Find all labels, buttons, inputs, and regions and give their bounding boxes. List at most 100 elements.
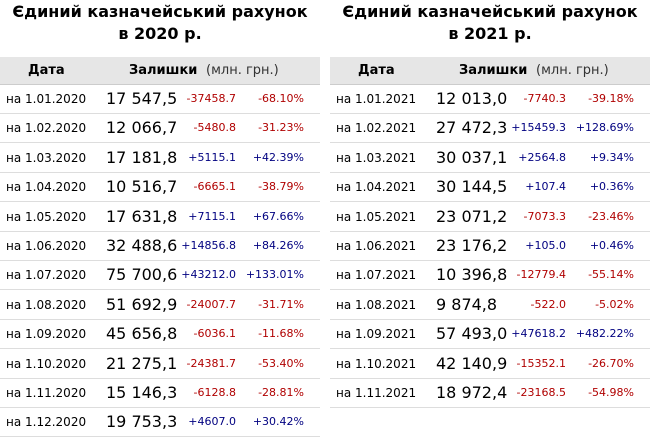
- change-cell: -6036.1: [193, 327, 236, 341]
- balance-cell: 23 176,2: [436, 236, 508, 255]
- table-row: на 1.11.2021 18 972,4 -23168.5 -54.98%: [330, 378, 650, 408]
- table-row: на 1.08.2021 9 874,8 -522.0 -5.02%: [330, 290, 650, 320]
- table-row: на 1.01.2021 12 013,0 -7740.3 -39.18%: [330, 84, 650, 114]
- percent-cell: +482.22%: [575, 327, 634, 341]
- percent-cell: -5.02%: [595, 297, 634, 311]
- header-unit: (млн. грн.): [206, 63, 279, 78]
- balance-cell: 21 275,1: [106, 353, 178, 373]
- change-cell: -5480.8: [193, 121, 236, 135]
- change-cell: -24007.7: [186, 297, 236, 311]
- balance-cell: 32 488,6: [106, 236, 178, 255]
- change-cell: +2564.8: [518, 150, 566, 164]
- percent-cell: +42.39%: [252, 150, 304, 164]
- table-row: на 1.06.2021 23 176,2 +105.0 +0.46%: [330, 231, 650, 261]
- change-cell: -37458.7: [186, 92, 236, 105]
- date-cell: на 1.11.2020: [6, 386, 87, 400]
- table-row: на 1.06.2020 32 488,6 +14856.8 +84.26%: [0, 231, 320, 261]
- change-cell: +15459.3: [511, 121, 566, 135]
- balance-cell: 10 396,8: [436, 265, 508, 285]
- percent-cell: +84.26%: [252, 239, 304, 252]
- balance-cell: 12 013,0: [436, 89, 508, 108]
- table-title: в 2020 р.: [118, 24, 202, 43]
- percent-cell: -11.68%: [258, 327, 304, 341]
- balance-cell: 9 874,8: [436, 294, 498, 314]
- date-cell: на 1.11.2021: [336, 386, 417, 400]
- balance-cell: 45 656,8: [106, 324, 178, 344]
- table-row: на 1.10.2021 42 140,9 -15352.1 -26.70%: [330, 349, 650, 379]
- percent-cell: -55.14%: [588, 268, 634, 282]
- balance-cell: 75 700,6: [106, 265, 178, 285]
- table-row: на 1.05.2020 17 631,8 +7115.1 +67.66%: [0, 202, 320, 232]
- table-row: на 1.04.2020 10 516,7 -6665.1 -38.79%: [0, 172, 320, 203]
- balance-cell: 17 181,8: [106, 147, 178, 167]
- table-row: на 1.09.2021 57 493,0 +47618.2 +482.22%: [330, 319, 650, 350]
- balance-cell: 27 472,3: [436, 118, 508, 138]
- change-cell: -12779.4: [516, 268, 566, 282]
- table-row: на 1.11.2020 15 146,3 -6128.8 -28.81%: [0, 378, 320, 408]
- table-row: на 1.07.2021 10 396,8 -12779.4 -55.14%: [330, 260, 650, 291]
- percent-cell: +0.46%: [589, 239, 634, 252]
- change-cell: -7740.3: [523, 92, 566, 105]
- change-cell: +105.0: [525, 239, 566, 252]
- date-cell: на 1.06.2021: [336, 239, 417, 253]
- date-cell: на 1.09.2021: [336, 327, 417, 342]
- table-row: на 1.12.2020 19 753,3 +4607.0 +30.42%: [0, 407, 320, 437]
- percent-cell: +30.42%: [252, 415, 304, 429]
- table: Єдиний казначейський рахунок в 2021 р. Дат…: [330, 0, 650, 437]
- date-cell: на 1.09.2020: [6, 327, 87, 342]
- table-row: на 1.03.2021 30 037,1 +2564.8 +9.34%: [330, 143, 650, 173]
- date-cell: на 1.08.2020: [6, 297, 87, 312]
- change-cell: +43212.0: [181, 268, 236, 282]
- balance-cell: 51 692,9: [106, 294, 178, 314]
- change-cell: -24381.7: [186, 356, 236, 370]
- percent-cell: +9.34%: [589, 150, 634, 164]
- table-title: Єдиний казначейський рахунок: [342, 2, 638, 21]
- table-row: на 1.02.2020 12 066,7 -5480.8 -31.23%: [0, 113, 320, 144]
- header-balance: Залишки: [459, 63, 528, 78]
- balance-cell: 30 037,1: [436, 147, 508, 167]
- date-cell: на 1.03.2020: [6, 150, 87, 165]
- header-unit: (млн. грн.): [536, 63, 609, 78]
- table-title: Єдиний казначейський рахунок: [12, 2, 308, 21]
- table: Єдиний казначейський рахунок в 2020 р. Дат…: [0, 0, 320, 437]
- header-row: Дата Залишки (млн. грн.): [0, 57, 320, 85]
- change-cell: +107.4: [525, 180, 566, 194]
- balance-cell: 15 146,3: [106, 383, 178, 402]
- date-cell: на 1.10.2020: [6, 356, 87, 371]
- percent-cell: +133.01%: [245, 268, 304, 282]
- date-cell: на 1.10.2021: [336, 356, 417, 371]
- date-cell: на 1.07.2020: [6, 268, 87, 283]
- balance-cell: 19 753,3: [106, 412, 178, 432]
- balance-cell: 57 493,0: [436, 324, 508, 344]
- table-row: на 1.03.2020 17 181,8 +5115.1 +42.39%: [0, 143, 320, 173]
- date-cell: на 1.02.2021: [336, 121, 417, 136]
- percent-cell: +0.36%: [589, 180, 634, 194]
- balance-cell: 30 144,5: [436, 177, 508, 197]
- change-cell: -6128.8: [193, 386, 236, 399]
- percent-cell: -39.18%: [588, 92, 634, 105]
- percent-cell: -68.10%: [258, 92, 304, 105]
- percent-cell: -28.81%: [258, 386, 304, 399]
- table-row: на 1.09.2020 45 656,8 -6036.1 -11.68%: [0, 319, 320, 350]
- header-balance: Залишки: [129, 63, 198, 78]
- header-row: Дата Залишки (млн. грн.): [330, 57, 650, 85]
- table-row: на 1.08.2020 51 692,9 -24007.7 -31.71%: [0, 290, 320, 320]
- balance-cell: 10 516,7: [106, 177, 178, 197]
- table-row: на 1.07.2020 75 700,6 +43212.0 +133.01%: [0, 260, 320, 291]
- change-cell: -6665.1: [193, 180, 236, 194]
- change-cell: +5115.1: [188, 150, 236, 164]
- change-cell: +7115.1: [188, 209, 236, 223]
- percent-cell: -54.98%: [588, 386, 634, 399]
- table-row: на 1.01.2020 17 547,5 -37458.7 -68.10%: [0, 84, 320, 114]
- date-cell: на 1.12.2020: [6, 415, 87, 430]
- date-cell: на 1.03.2021: [336, 150, 417, 165]
- change-cell: +14856.8: [181, 239, 236, 252]
- table-row: на 1.04.2021 30 144,5 +107.4 +0.36%: [330, 172, 650, 203]
- change-cell: +47618.2: [511, 327, 566, 341]
- date-cell: на 1.07.2021: [336, 268, 417, 283]
- change-cell: -15352.1: [516, 356, 566, 370]
- date-cell: на 1.04.2021: [336, 180, 417, 195]
- percent-cell: -53.40%: [258, 356, 304, 370]
- date-cell: на 1.06.2020: [6, 239, 87, 253]
